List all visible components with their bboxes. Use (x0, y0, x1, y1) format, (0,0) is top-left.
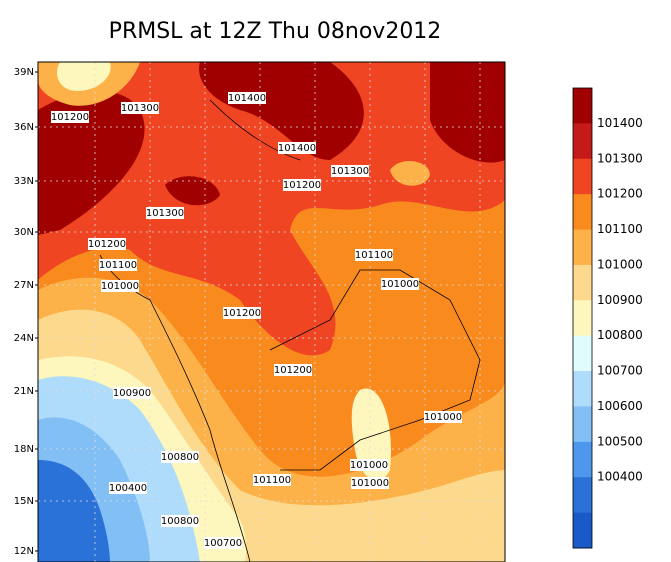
contour-label-box (351, 477, 389, 489)
colorbar-label: 100400 (597, 470, 643, 484)
lat-label: 36N (14, 122, 34, 133)
contour-label: 101000 (381, 279, 419, 290)
colorbar-label: 101300 (597, 151, 643, 165)
lat-label: 27N (14, 280, 34, 291)
contour-label-box (113, 387, 151, 399)
colorbar-swatch (573, 406, 592, 443)
contour-label: 101200 (283, 180, 321, 191)
contour-label-box (51, 111, 89, 123)
contour-label: 101100 (355, 250, 393, 261)
lat-label: 12N (14, 546, 34, 557)
colorbar-swatch (573, 300, 592, 337)
contour-label: 101300 (146, 208, 184, 219)
colorbar-swatch (573, 158, 592, 195)
contour-label: 101000 (351, 478, 389, 489)
contour-label-box (381, 278, 419, 290)
contour-label: 101000 (424, 412, 462, 423)
contour-label-box (278, 142, 316, 154)
contour-label: 101300 (121, 103, 159, 114)
contour-label-box (99, 259, 137, 271)
colorbar-label: 100900 (597, 293, 643, 307)
contour-label-box (146, 207, 184, 219)
contour-label-box (424, 411, 462, 423)
lat-label: 30N (14, 227, 34, 238)
contour-label-box (109, 482, 147, 494)
contour-label-box (101, 280, 139, 292)
lat-label: 33N (14, 176, 34, 187)
colorbar-swatch (573, 477, 592, 514)
contour-label-box (283, 179, 321, 191)
contour-label: 101200 (274, 365, 312, 376)
colorbar: 101400 101300 101200 101100 101000 100900 1008… (572, 87, 643, 549)
colorbar-swatch (573, 441, 592, 478)
contour-label-box (161, 515, 199, 527)
contour-label: 101400 (278, 143, 316, 154)
contour-label-box (355, 249, 393, 261)
colorbar-label: 101000 (597, 257, 643, 271)
colorbar-swatch (573, 371, 592, 407)
title: PRMSL at 12Z Thu 08nov2012 (109, 19, 442, 44)
contour-label: 100400 (109, 483, 147, 494)
colorbar-frame (572, 87, 593, 549)
colorbar-swatch (573, 88, 592, 124)
contour-label: 100800 (161, 516, 199, 527)
contour-label: 101200 (51, 112, 89, 123)
contour-label-box (223, 307, 261, 319)
lat-label: 21N (14, 386, 34, 397)
contour-label-box (274, 364, 312, 376)
contour-label-box (204, 537, 242, 549)
colorbar-label: 100500 (597, 434, 643, 448)
lat-label: 18N (14, 444, 34, 455)
contour-label-box (121, 102, 159, 114)
contour-label: 101300 (331, 166, 369, 177)
colorbar-swatch (573, 335, 592, 372)
contour-label: 100900 (113, 388, 151, 399)
contour-label-box (228, 92, 266, 104)
map-frame (37, 61, 506, 562)
colorbar-label: 100700 (597, 364, 643, 378)
contour-label-box (161, 451, 199, 463)
contour-label: 100800 (161, 452, 199, 463)
colorbar-label: 100800 (597, 328, 643, 342)
contour-label: 101000 (101, 281, 139, 292)
colorbar-label: 101200 (597, 187, 643, 201)
contour-labels: 101200 101300 101400 101400 101300 101200 1013… (51, 92, 462, 549)
contour-label-box (331, 165, 369, 177)
contour-label-box (350, 459, 388, 471)
colorbar-label: 100600 (597, 399, 643, 413)
lat-label: 15N (14, 496, 34, 507)
map-fields (38, 62, 505, 562)
colorbar-swatch (573, 264, 592, 301)
colorbar-swatch (573, 123, 592, 160)
lat-label: 39N (14, 67, 34, 78)
contour-label: 101100 (99, 260, 137, 271)
colorbar-swatch (573, 229, 592, 266)
contour-label: 101000 (350, 460, 388, 471)
contour-label: 101200 (223, 308, 261, 319)
contour-label: 100700 (204, 538, 242, 549)
colorbar-label: 101100 (597, 222, 643, 236)
contour-label-box (253, 474, 291, 486)
lat-axis: 39N 36N 33N 30N 27N 24N 21N 18N 15N 12N (14, 67, 38, 557)
colorbar-label: 101400 (597, 116, 643, 130)
contour-label: 101200 (88, 239, 126, 250)
lat-label: 24N (14, 333, 34, 344)
colorbar-swatch (573, 512, 592, 549)
colorbar-swatch (573, 194, 592, 231)
contour-label: 101100 (253, 475, 291, 486)
contour-label: 101400 (228, 93, 266, 104)
contour-label-box (88, 238, 126, 250)
